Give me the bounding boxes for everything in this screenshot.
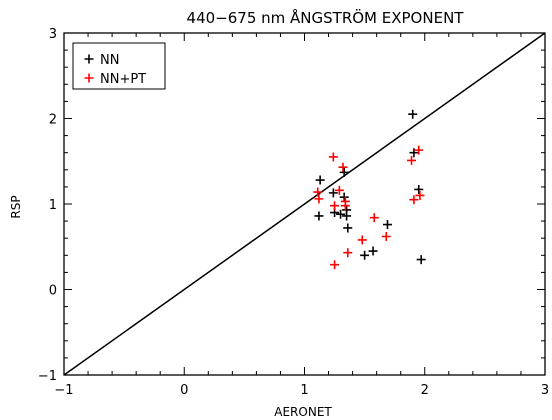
- legend-marker: [84, 73, 94, 83]
- data-point: [314, 211, 324, 221]
- legend-marker: [84, 54, 94, 64]
- data-point: [343, 223, 353, 233]
- data-point: [382, 220, 392, 230]
- data-point: [330, 201, 340, 211]
- data-point: [408, 109, 418, 119]
- data-point: [357, 235, 367, 245]
- data-point: [368, 246, 378, 256]
- y-tick-label: 3: [49, 27, 57, 42]
- data-point: [315, 175, 325, 185]
- data-point: [369, 213, 379, 223]
- y-tick-label: 1: [49, 198, 57, 213]
- plot-area: −1 0 1 2 3 −1 0 1 2 3: [38, 27, 549, 398]
- data-point: [343, 248, 353, 258]
- x-tick-label: −1: [54, 383, 73, 398]
- x-axis-label: AERONET: [274, 405, 332, 419]
- x-tick-label: 2: [421, 383, 429, 398]
- data-point: [330, 260, 340, 270]
- y-axis-label: RSP: [9, 195, 23, 218]
- data-point: [360, 250, 370, 260]
- chart-title: 440−675 nm ÅNGSTRÖM EXPONENT: [187, 8, 465, 27]
- legend-label: NN+PT: [100, 72, 146, 87]
- data-point: [336, 209, 346, 219]
- data-point: [409, 148, 419, 158]
- y-tick-label: 0: [49, 284, 57, 299]
- legend-box: [72, 42, 166, 90]
- data-point: [414, 184, 424, 194]
- data-point: [340, 201, 350, 211]
- data-point: [328, 152, 338, 162]
- x-tick-label: 1: [300, 383, 308, 398]
- data-point: [334, 185, 344, 195]
- data-point: [339, 192, 349, 202]
- one-to-one-line: [63, 32, 546, 376]
- data-point: [416, 255, 426, 265]
- data-point: [415, 190, 425, 200]
- y-tick-label: 2: [49, 113, 57, 128]
- data-point: [339, 167, 349, 177]
- data-point: [313, 187, 323, 197]
- data-point: [409, 195, 419, 205]
- y-tick-label: −1: [38, 369, 57, 384]
- data-point: [342, 211, 352, 221]
- x-tick-label: 0: [180, 383, 188, 398]
- x-tick-label: 3: [541, 383, 549, 398]
- data-point: [414, 145, 424, 155]
- data-point: [328, 188, 338, 198]
- data-point: [407, 155, 417, 165]
- data-point: [381, 231, 391, 241]
- legend: NN NN+PT: [72, 42, 166, 90]
- data-point: [314, 194, 324, 204]
- data-point: [338, 162, 348, 172]
- legend-label: NN: [100, 53, 119, 68]
